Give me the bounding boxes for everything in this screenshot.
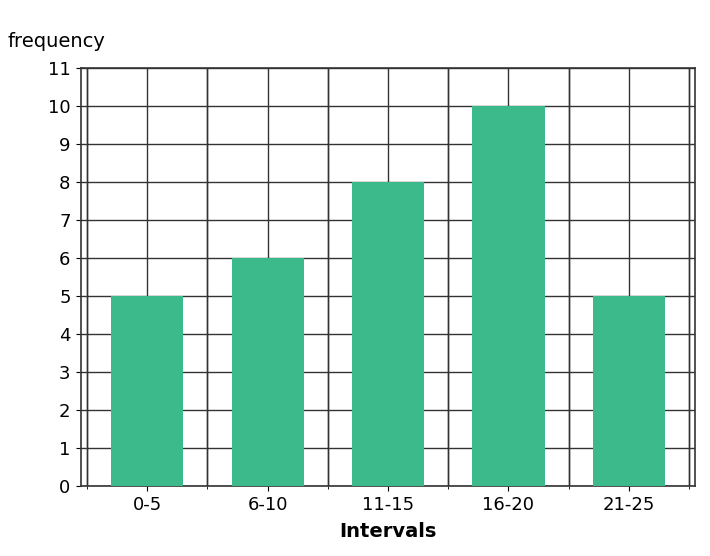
Text: frequency: frequency — [7, 32, 105, 51]
Bar — [593, 296, 665, 486]
Bar — [231, 258, 304, 486]
Bar — [352, 182, 424, 486]
X-axis label: Intervals: Intervals — [339, 522, 437, 541]
Bar — [472, 106, 545, 486]
Bar — [111, 296, 183, 486]
